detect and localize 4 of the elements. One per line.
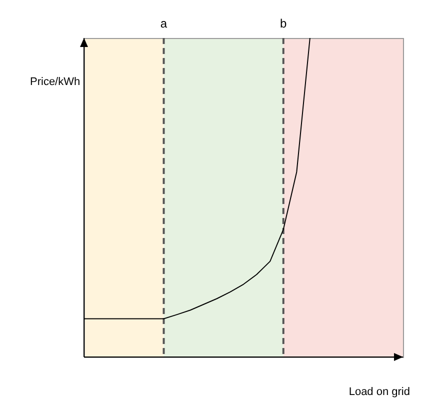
text: b (280, 16, 288, 30)
y-axis-title: Price/kWh (30, 76, 80, 88)
text: a (160, 16, 168, 30)
x-axis-title: Load on grid (348, 386, 410, 398)
